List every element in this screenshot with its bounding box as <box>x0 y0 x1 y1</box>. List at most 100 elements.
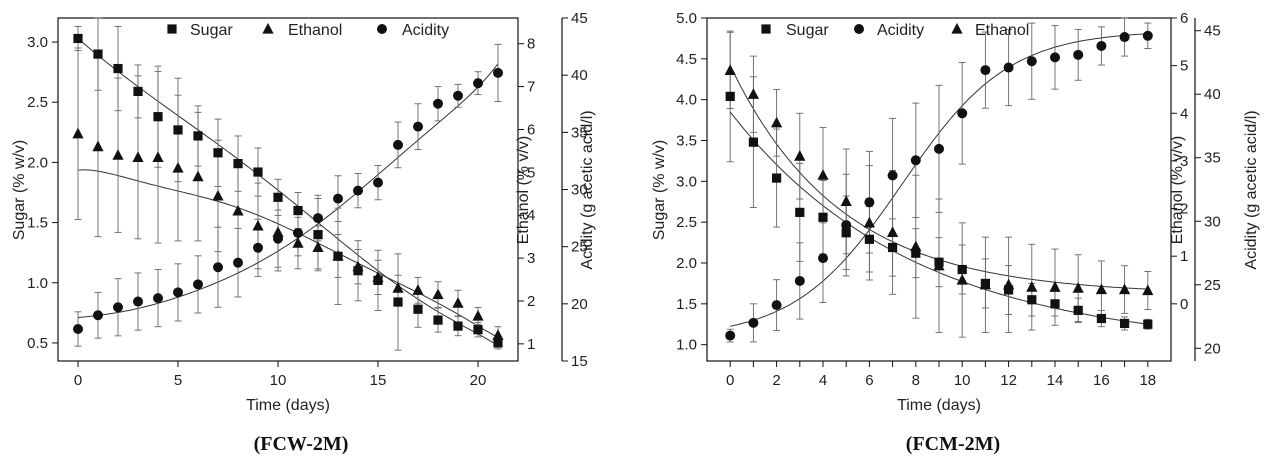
y-tick-label: 5.0 <box>676 10 697 27</box>
legend-marker-sugar <box>761 24 771 34</box>
data-point-acidity <box>233 257 243 268</box>
y3-tick-label: 20 <box>1204 340 1221 357</box>
legend-label-sugar: Sugar <box>786 22 829 39</box>
data-point-ethanol <box>392 282 404 293</box>
data-point-ethanol <box>212 189 224 201</box>
data-point-ethanol <box>272 226 284 237</box>
data-point-sugar <box>293 205 303 216</box>
data-point-acidity <box>748 317 759 328</box>
data-point-sugar <box>1027 295 1037 305</box>
y2-tick-label: 1 <box>1180 248 1188 265</box>
legend: Sugar Ethanol Acidity <box>167 22 449 39</box>
data-point-ethanol <box>840 195 852 207</box>
data-point-acidity <box>1142 30 1153 41</box>
legend: Sugar Acidity Ethanol <box>761 22 1029 39</box>
error-bars <box>726 17 1152 343</box>
data-point-sugar <box>957 264 967 275</box>
data-point-acidity <box>353 185 363 196</box>
y3-tick-label: 25 <box>1204 277 1221 294</box>
data-point-acidity <box>73 323 83 334</box>
data-point-ethanol <box>956 273 968 285</box>
data-point-acidity <box>433 98 443 109</box>
data-point-sugar <box>1120 318 1130 329</box>
data-point-ethanol <box>1026 281 1038 292</box>
data-point-acidity <box>1003 62 1014 73</box>
data-point-acidity <box>273 233 283 244</box>
y-axis-label-sugar: Sugar (% w/v) <box>11 140 28 240</box>
x-tick-label: 6 <box>865 372 873 389</box>
data-point-ethanol <box>1095 283 1107 295</box>
data-point-sugar <box>213 148 223 158</box>
chart-fcm: 0 2 4 6 8 10 12 14 16 181.01.52.02.53.03.54.04.55… <box>651 10 1260 455</box>
y-tick-label: 4.5 <box>676 51 697 68</box>
chart-caption: (FCW-2M) <box>254 433 349 455</box>
data-point-acidity <box>473 78 483 89</box>
y2-tick-label: 3 <box>527 250 535 267</box>
data-point-acidity <box>493 67 503 78</box>
data-point-acidity <box>293 227 303 238</box>
y-axis-label-sugar: Sugar (% w/v) <box>651 140 668 240</box>
data-point-sugar <box>493 338 503 348</box>
data-point-acidity <box>818 253 828 264</box>
y2-tick-label: 5 <box>527 164 535 181</box>
data-point-sugar <box>313 230 323 240</box>
y2-tick-label: 4 <box>1180 105 1188 122</box>
y2-tick-label: 1 <box>527 336 535 353</box>
y-tick-label: 1.5 <box>27 215 48 232</box>
data-point-ethanol <box>1142 284 1154 296</box>
data-point-acidity <box>957 108 968 119</box>
y2-tick-label: 2 <box>527 293 535 310</box>
data-point-ethanol <box>312 241 324 252</box>
data-point-ethanol <box>863 216 875 228</box>
data-point-sugar <box>173 125 183 135</box>
data-point-acidity <box>313 213 323 224</box>
data-point-acidity <box>413 121 423 132</box>
data-markers <box>72 33 504 348</box>
data-point-acidity <box>133 296 143 307</box>
data-point-ethanol <box>192 170 204 182</box>
fit-curve <box>77 169 499 338</box>
data-point-ethanol <box>152 151 164 162</box>
chart-fcw: 0 5 10 15 200.51.01.52.02.53.012345678152025… <box>11 10 596 455</box>
x-tick-label: 14 <box>1047 372 1064 389</box>
data-point-sugar <box>393 297 403 307</box>
x-axis-label: Time (days) <box>246 397 330 414</box>
legend-marker-ethanol <box>951 22 963 34</box>
axis-ticks: 0 2 4 6 8 10 12 14 16 181.01.52.02.53.03.54.04.55… <box>676 10 1221 389</box>
legend-label-sugar: Sugar <box>190 22 233 39</box>
legend-label-ethanol: Ethanol <box>975 22 1029 39</box>
x-tick-label: 20 <box>470 372 487 389</box>
data-point-ethanol <box>432 288 444 300</box>
x-tick-label: 10 <box>954 372 971 389</box>
y3-tick-label: 40 <box>1204 86 1221 103</box>
legend-marker-acidity <box>854 24 864 34</box>
data-point-acidity <box>213 262 223 273</box>
y-tick-label: 3.5 <box>676 133 697 150</box>
y-tick-label: 1.5 <box>676 296 697 313</box>
legend-label-ethanol: Ethanol <box>288 22 342 39</box>
data-point-ethanol <box>910 240 922 252</box>
data-point-ethanol <box>771 116 783 128</box>
data-point-acidity <box>864 197 875 208</box>
data-point-acidity <box>771 300 782 311</box>
legend-marker-ethanol <box>262 22 274 34</box>
axis-ticks: 0 5 10 15 200.51.01.52.02.53.012345678152025… <box>27 10 588 389</box>
data-point-acidity <box>173 287 183 298</box>
legend-label-acidity: Acidity <box>402 22 449 39</box>
data-point-sugar <box>473 325 483 335</box>
data-point-sugar <box>1073 305 1083 315</box>
data-point-ethanol <box>252 219 264 231</box>
data-point-acidity <box>333 193 343 204</box>
data-point-sugar <box>911 248 921 258</box>
data-point-ethanol <box>1072 282 1084 293</box>
data-point-ethanol <box>887 226 899 237</box>
data-point-sugar <box>73 33 83 44</box>
x-tick-label: 5 <box>174 372 182 389</box>
y2-tick-label: 4 <box>527 207 535 224</box>
data-point-ethanol <box>817 169 829 180</box>
y-tick-label: 1.0 <box>676 337 697 354</box>
data-point-sugar <box>133 86 143 97</box>
y3-tick-label: 40 <box>571 67 588 84</box>
y2-tick-label: 7 <box>527 79 535 96</box>
